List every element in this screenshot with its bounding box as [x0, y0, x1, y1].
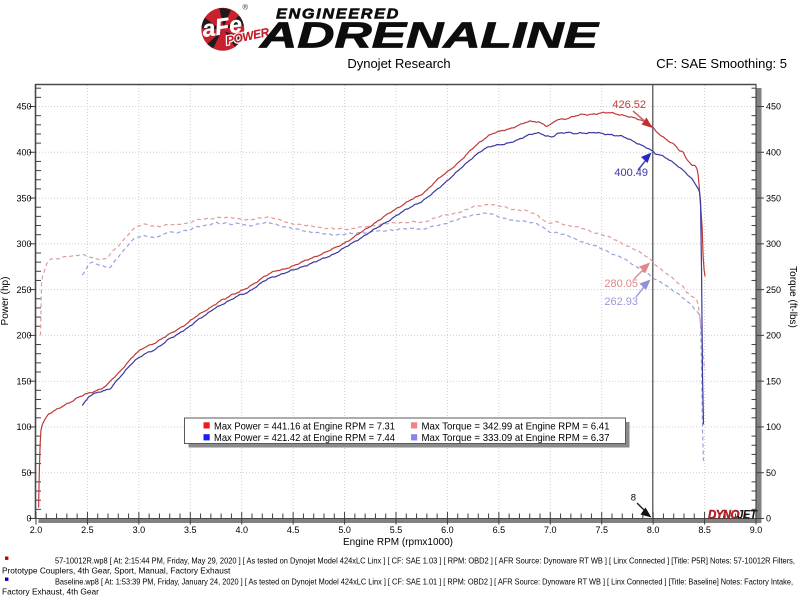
svg-text:Torque (ft-lbs): Torque (ft-lbs)	[787, 266, 798, 328]
svg-text:2.0: 2.0	[30, 525, 43, 535]
svg-text:300: 300	[766, 239, 781, 249]
svg-text:Power (hp): Power (hp)	[0, 277, 11, 326]
svg-text:350: 350	[766, 193, 781, 203]
svg-text:®: ®	[243, 3, 249, 12]
svg-text:Baseline.wp8 [ At: 1:53:39 PM,: Baseline.wp8 [ At: 1:53:39 PM, Friday, J…	[55, 577, 793, 587]
svg-text:100: 100	[16, 422, 31, 432]
svg-text:250: 250	[16, 285, 31, 295]
svg-text:Prototype Couplers, 4th Gear,: Prototype Couplers, 4th Gear, Sport, Man…	[2, 566, 231, 576]
svg-text:ADRENALINE: ADRENALINE	[259, 15, 600, 56]
svg-text:150: 150	[16, 376, 31, 386]
svg-text:Max Torque = 333.09 at Engine: Max Torque = 333.09 at Engine RPM = 6.37	[422, 432, 610, 444]
svg-text:400: 400	[766, 148, 781, 158]
svg-text:200: 200	[766, 331, 781, 341]
svg-text:100: 100	[766, 422, 781, 432]
svg-text:5.0: 5.0	[338, 525, 351, 535]
svg-text:300: 300	[16, 239, 31, 249]
svg-text:262.93: 262.93	[604, 296, 638, 308]
svg-text:57-10012R.wp8 [ At: 2:15:44 PM: 57-10012R.wp8 [ At: 2:15:44 PM, Friday, …	[55, 556, 795, 566]
svg-text:400.49: 400.49	[614, 167, 648, 179]
svg-text:50: 50	[21, 468, 31, 478]
svg-text:Max Torque = 342.99 at Engine: Max Torque = 342.99 at Engine RPM = 6.41	[422, 420, 610, 432]
svg-text:0: 0	[26, 514, 31, 524]
svg-text:7.5: 7.5	[595, 525, 608, 535]
svg-text:8.5: 8.5	[698, 525, 711, 535]
svg-text:3.0: 3.0	[133, 525, 146, 535]
svg-text:Engine RPM (rpmx1000): Engine RPM (rpmx1000)	[343, 537, 453, 548]
svg-text:400: 400	[16, 148, 31, 158]
svg-text:200: 200	[16, 331, 31, 341]
svg-text:JET: JET	[737, 510, 758, 522]
svg-text:450: 450	[766, 102, 781, 112]
svg-text:350: 350	[16, 193, 31, 203]
svg-text:ENGINEERED: ENGINEERED	[276, 7, 400, 23]
svg-text:0: 0	[766, 514, 771, 524]
svg-text:7.0: 7.0	[544, 525, 557, 535]
svg-text:50: 50	[766, 468, 776, 478]
svg-text:280.05: 280.05	[604, 278, 638, 290]
svg-text:DYNO: DYNO	[708, 510, 739, 522]
svg-text:aFe: aFe	[201, 11, 244, 42]
svg-text:450: 450	[16, 102, 31, 112]
svg-text:Factory Exhaust, 4th Gear: Factory Exhaust, 4th Gear	[2, 587, 99, 597]
svg-text:250: 250	[766, 285, 781, 295]
svg-text:CF: SAE Smoothing: 5: CF: SAE Smoothing: 5	[656, 56, 787, 71]
svg-text:9.0: 9.0	[750, 525, 763, 535]
svg-text:Dynojet Research: Dynojet Research	[347, 56, 450, 71]
svg-text:6.5: 6.5	[493, 525, 506, 535]
svg-text:4.0: 4.0	[235, 525, 248, 535]
svg-text:2.5: 2.5	[81, 525, 94, 535]
svg-text:426.52: 426.52	[612, 99, 646, 111]
svg-text:4.5: 4.5	[287, 525, 300, 535]
svg-text:5.5: 5.5	[390, 525, 403, 535]
svg-text:6.0: 6.0	[441, 525, 454, 535]
svg-text:150: 150	[766, 376, 781, 386]
svg-text:Max Power = 421.42 at Engine R: Max Power = 421.42 at Engine RPM = 7.44	[214, 432, 395, 444]
svg-text:8: 8	[631, 493, 636, 504]
svg-text:8.0: 8.0	[647, 525, 660, 535]
svg-text:Max Power = 441.16 at Engine R: Max Power = 441.16 at Engine RPM = 7.31	[214, 420, 395, 432]
svg-text:3.5: 3.5	[184, 525, 197, 535]
